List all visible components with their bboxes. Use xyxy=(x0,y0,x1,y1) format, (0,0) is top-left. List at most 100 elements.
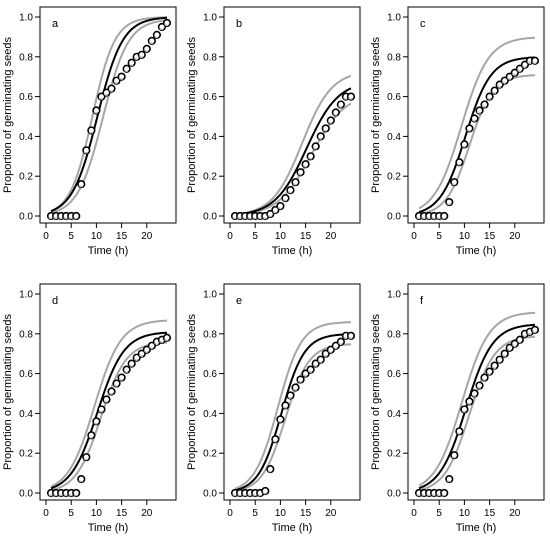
y-tick-label: 0.4 xyxy=(19,132,33,143)
plot-frame xyxy=(39,283,177,501)
x-tick-label: 0 xyxy=(43,508,49,519)
y-tick-label: 0.0 xyxy=(203,489,217,500)
y-tick-label: 1.0 xyxy=(19,13,33,24)
fitted-curve xyxy=(234,333,351,492)
data-point xyxy=(281,401,290,410)
x-tick-label: 20 xyxy=(325,231,337,242)
data-point xyxy=(331,108,340,117)
data-point xyxy=(301,160,310,169)
x-axis-title: Time (h) xyxy=(272,522,313,534)
data-point xyxy=(72,211,81,221)
fitted-curve xyxy=(418,56,536,214)
x-tick-label: 15 xyxy=(484,508,496,519)
data-point xyxy=(460,140,469,149)
data-point xyxy=(500,349,509,358)
data-point xyxy=(127,359,136,368)
data-point xyxy=(276,201,285,211)
lower-band-line xyxy=(418,74,536,216)
data-point xyxy=(92,106,101,115)
y-tick-label: 1.0 xyxy=(19,290,33,301)
y-tick-label: 0.6 xyxy=(203,369,217,380)
data-point xyxy=(87,126,96,135)
data-point xyxy=(87,431,96,440)
plot-frame xyxy=(407,283,545,501)
data-point xyxy=(142,345,151,354)
fitted-curve xyxy=(418,323,536,490)
y-axis-title: Proportion of germinating seeds xyxy=(2,37,14,193)
fitted-curve xyxy=(234,87,352,216)
x-tick-label: 20 xyxy=(509,231,521,242)
data-point xyxy=(306,152,315,161)
y-tick-label: 0.0 xyxy=(19,489,33,500)
data-point xyxy=(261,486,270,496)
x-tick-label: 10 xyxy=(91,508,103,519)
data-point xyxy=(271,205,280,215)
data-point xyxy=(127,58,136,67)
data-point xyxy=(445,197,454,207)
data-point xyxy=(445,474,454,484)
y-tick-label: 0.2 xyxy=(19,172,33,183)
y-tick-label: 1.0 xyxy=(203,13,217,24)
data-point xyxy=(321,349,330,358)
data-point xyxy=(326,345,335,354)
y-tick-label: 1.0 xyxy=(203,290,217,301)
y-tick-label: 1.0 xyxy=(387,13,401,24)
panel-f: f 0.0 0.2 0.4 0.6 0.8 1.0 0 5 10 15 20 Time (h) Propo… xyxy=(370,283,545,534)
panel-b: b 0.0 0.2 0.4 0.6 0.8 1.0 0 5 10 15 20 Time (h) Propo… xyxy=(186,6,361,257)
data-point xyxy=(480,373,489,382)
fitted-curve xyxy=(50,16,168,213)
data-point xyxy=(440,211,449,221)
panel-label: c xyxy=(420,18,426,30)
plot-frame xyxy=(223,6,361,224)
data-point xyxy=(336,100,345,109)
data-point xyxy=(346,92,356,101)
data-point xyxy=(281,193,290,203)
data-point xyxy=(82,453,91,462)
y-axis-title: Proportion of germinating seeds xyxy=(186,37,198,193)
data-point xyxy=(455,158,464,167)
x-axis-title: Time (h) xyxy=(456,522,497,534)
data-point xyxy=(77,474,86,484)
x-tick-label: 15 xyxy=(116,231,128,242)
data-point xyxy=(475,381,484,390)
x-tick-label: 10 xyxy=(459,508,471,519)
x-tick-label: 0 xyxy=(227,508,233,519)
y-tick-label: 0.6 xyxy=(203,92,217,103)
upper-band-line xyxy=(418,311,536,487)
x-tick-label: 5 xyxy=(436,231,442,242)
y-axis-title: Proportion of germinating seeds xyxy=(370,37,382,193)
y-tick-label: 0.2 xyxy=(387,449,401,460)
y-axis-title: Proportion of germinating seeds xyxy=(2,314,14,470)
data-point xyxy=(147,341,156,350)
data-point xyxy=(92,417,101,426)
data-point xyxy=(515,335,524,344)
y-tick-label: 0.2 xyxy=(203,172,217,183)
panel-label: f xyxy=(420,295,424,307)
y-tick-label: 0.0 xyxy=(387,489,401,500)
data-point xyxy=(291,383,300,392)
y-tick-label: 0.6 xyxy=(387,92,401,103)
y-tick-label: 0.0 xyxy=(19,212,33,223)
data-point xyxy=(316,355,325,364)
data-point xyxy=(490,361,499,370)
data-point xyxy=(331,341,340,350)
data-point xyxy=(510,68,519,77)
data-point xyxy=(455,427,464,436)
data-point xyxy=(266,209,275,219)
data-point xyxy=(117,72,126,81)
panel-label: b xyxy=(236,18,242,30)
data-point xyxy=(346,331,356,340)
y-tick-label: 0.4 xyxy=(203,409,217,420)
y-tick-label: 1.0 xyxy=(387,290,401,301)
data-point xyxy=(142,44,151,53)
data-point xyxy=(505,343,514,352)
x-tick-label: 20 xyxy=(325,508,337,519)
x-tick-label: 5 xyxy=(436,508,442,519)
y-tick-label: 0.8 xyxy=(387,329,401,340)
y-tick-label: 0.2 xyxy=(203,449,217,460)
data-point xyxy=(321,124,330,133)
data-point xyxy=(296,168,305,177)
data-point xyxy=(336,337,345,346)
panel-label: e xyxy=(236,295,242,307)
